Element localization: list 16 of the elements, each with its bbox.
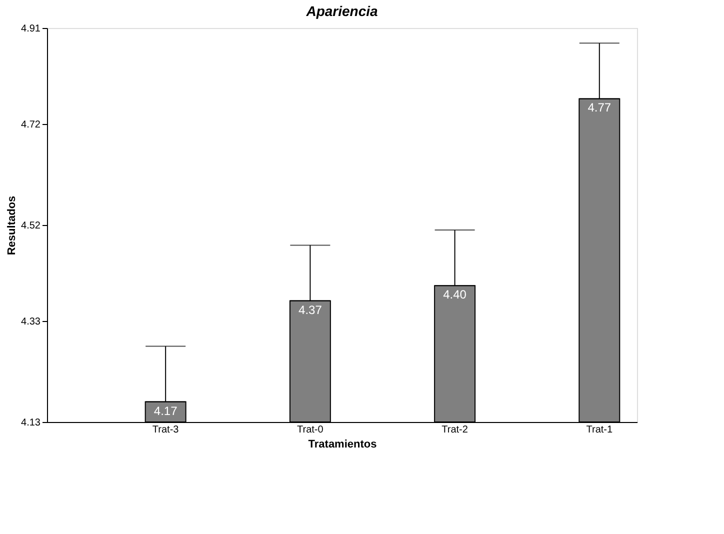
x-tick-label: Trat-2: [442, 424, 468, 436]
x-tick-label: Trat-1: [586, 424, 613, 436]
x-tick-label: Trat-3: [152, 424, 180, 436]
y-tick-label: 4.52: [21, 220, 41, 232]
data-label: 4.40: [443, 288, 467, 302]
data-label: 4.17: [154, 404, 178, 418]
chart-title: Apariencia: [305, 3, 378, 19]
y-tick-label: 4.33: [21, 316, 41, 328]
data-label: 4.37: [298, 302, 322, 317]
x-axis-title: Tratamientos: [308, 438, 377, 450]
y-axis-title: Resultados: [6, 196, 18, 256]
y-tick-label: 4.13: [21, 418, 41, 428]
y-tick-label: 4.72: [21, 119, 41, 130]
y-tick-label: 4.91: [21, 24, 41, 34]
data-label: 4.77: [588, 100, 612, 115]
x-tick-label: Trat-0: [297, 424, 324, 436]
